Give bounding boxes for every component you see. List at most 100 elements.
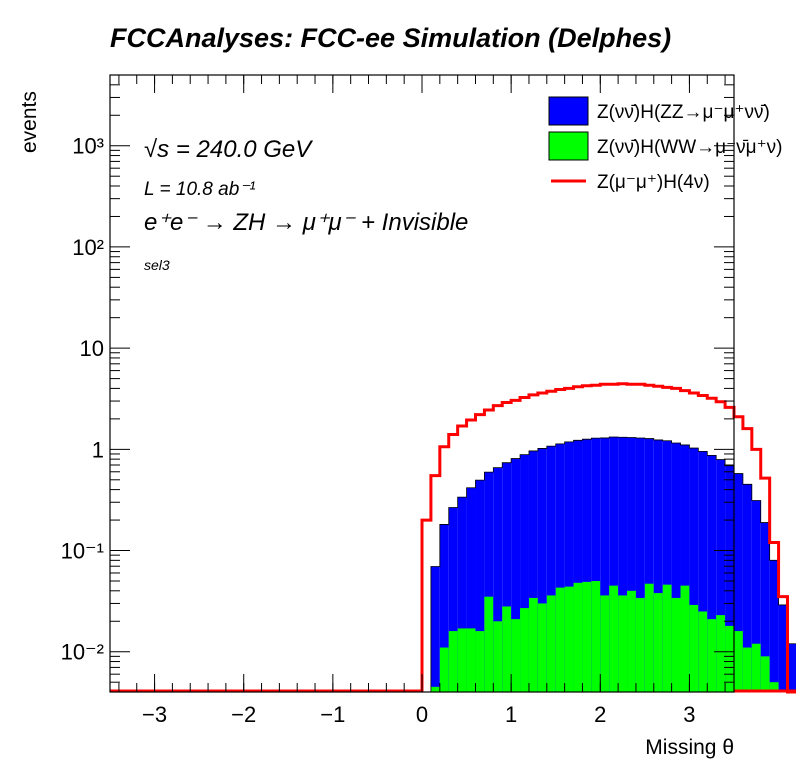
zz-bar-21 (609, 436, 619, 692)
ww-bar-2 (439, 647, 449, 692)
zz-bar-22 (618, 437, 628, 692)
x-tick-label: 2 (594, 702, 606, 727)
signal-line-path (110, 382, 796, 694)
zz-bar-31 (698, 451, 708, 692)
x-axis: −3 −2 −1 0 1 2 3 (118, 75, 726, 727)
ww-bar-14 (546, 595, 556, 692)
y-tick-label: 10⁻¹ (61, 539, 104, 564)
zz-bar-16 (564, 441, 574, 692)
x-tick-label: 1 (505, 702, 517, 727)
zz-bar-23 (627, 437, 636, 692)
ww-bar-28 (671, 597, 681, 692)
x-tick-label: 3 (683, 702, 695, 727)
zz-bar-40 (778, 604, 788, 692)
ww-bar-26 (653, 593, 663, 692)
ww-bar-24 (635, 597, 645, 692)
legend-label: Z(μ⁻μ⁺)H(4ν) (597, 172, 710, 193)
ww-bar-23 (627, 590, 636, 692)
y-tick-label: 10² (72, 235, 104, 260)
zz-bar-12 (528, 450, 538, 692)
zz-bar-32 (707, 455, 717, 692)
zz-bar-20 (600, 437, 610, 692)
zz-bar-6 (475, 480, 485, 692)
zz-bar-5 (466, 487, 476, 692)
y-axis-label: events (18, 91, 41, 153)
legend-swatch (548, 96, 589, 126)
ww-bar-11 (520, 608, 529, 692)
ww-bar-8 (493, 621, 503, 692)
zz-bar-1 (430, 566, 440, 692)
zz-bar-2 (439, 524, 449, 692)
annotation-process: e⁺e⁻ → ZH → μ⁺μ⁻ + Invisible (144, 209, 468, 236)
zz-bar-41 (787, 643, 796, 692)
zz-bar-3 (448, 507, 458, 692)
zz-bar-27 (662, 440, 672, 692)
ww-bar-21 (609, 585, 619, 692)
ww-bar-35 (734, 631, 743, 692)
ww-bar-19 (591, 580, 601, 692)
annotation-luminosity: L = 10.8 ab⁻¹ (144, 179, 256, 200)
ww-bar-17 (573, 582, 583, 692)
zz-bar-18 (582, 439, 592, 692)
legend-label: Z(νν̄)H(WW→μ⁻ν̄μ⁺ν) (597, 137, 782, 158)
legend-label: Z(νν̄)H(ZZ→μ⁻μ⁺νν̄) (597, 102, 770, 123)
ww-bar-37 (751, 643, 761, 692)
ww-bar-31 (698, 611, 708, 692)
histogram-bars (422, 436, 796, 693)
ww-bar-10 (511, 619, 521, 692)
zz-bar-7 (484, 472, 494, 692)
zz-bar-25 (644, 438, 654, 692)
y-axis: 10⁻² 10⁻¹ 1 10 10² 10³ (61, 74, 734, 693)
annotation-selection: sel3 (144, 257, 170, 273)
legend: Z(νν̄)H(ZZ→μ⁻μ⁺νν̄) Z(νν̄)H(WW→μ⁻ν̄μ⁺ν) Z(… (548, 96, 782, 193)
signal-line (110, 382, 796, 694)
zz-bar-14 (546, 446, 556, 692)
zz-bar-34 (725, 465, 734, 692)
ww-bar-9 (502, 606, 512, 692)
ww-bar-33 (716, 615, 726, 692)
ww-bar-32 (707, 619, 717, 692)
ww-bar-27 (662, 584, 672, 692)
zz-bar-8 (493, 467, 503, 692)
zz-bar-39 (769, 560, 779, 692)
zz-bar-10 (511, 458, 521, 692)
ww-bar-36 (742, 647, 752, 692)
zz-bar-13 (537, 448, 547, 692)
zz-bar-36 (742, 484, 752, 692)
ww-bar-15 (555, 587, 565, 692)
ww-bar-22 (618, 595, 628, 692)
zz-bar-37 (751, 500, 761, 692)
ww-bar-34 (725, 625, 734, 692)
ww-bar-12 (528, 597, 538, 692)
x-tick-label: −3 (142, 702, 167, 727)
zz-bar-24 (635, 438, 645, 692)
zz-bar-26 (653, 439, 663, 692)
x-tick-label: −2 (231, 702, 256, 727)
zz-bar-38 (760, 522, 770, 692)
ww-bar-16 (564, 586, 574, 692)
ww-bar-29 (680, 585, 690, 692)
annotation-sqrt-s: √s = 240.0 GeV (144, 136, 313, 163)
ww-bar-1 (430, 686, 440, 692)
zz-bar-9 (502, 462, 512, 692)
ww-bar-39 (769, 682, 779, 692)
y-tick-label: 10 (80, 336, 104, 361)
ww-bar-3 (448, 631, 458, 692)
ww-bar-7 (484, 596, 494, 692)
y-tick-label: 1 (92, 437, 104, 462)
zz-bar-30 (689, 448, 699, 692)
zz-bar-33 (716, 459, 726, 692)
chart-title: FCCAnalyses: FCC-ee Simulation (Delphes) (110, 23, 671, 53)
zz-bar-17 (573, 440, 583, 692)
zz-bar-29 (680, 444, 690, 692)
zz-bar-4 (457, 497, 467, 692)
x-tick-label: −1 (320, 702, 345, 727)
ww-bar-5 (466, 628, 476, 692)
y-tick-label: 10⁻² (61, 640, 104, 665)
x-tick-label: 0 (416, 702, 428, 727)
ww-bar-20 (600, 595, 610, 692)
ww-bar-4 (457, 628, 467, 692)
ww-bar-25 (644, 583, 654, 692)
ww-bar-30 (689, 604, 699, 692)
